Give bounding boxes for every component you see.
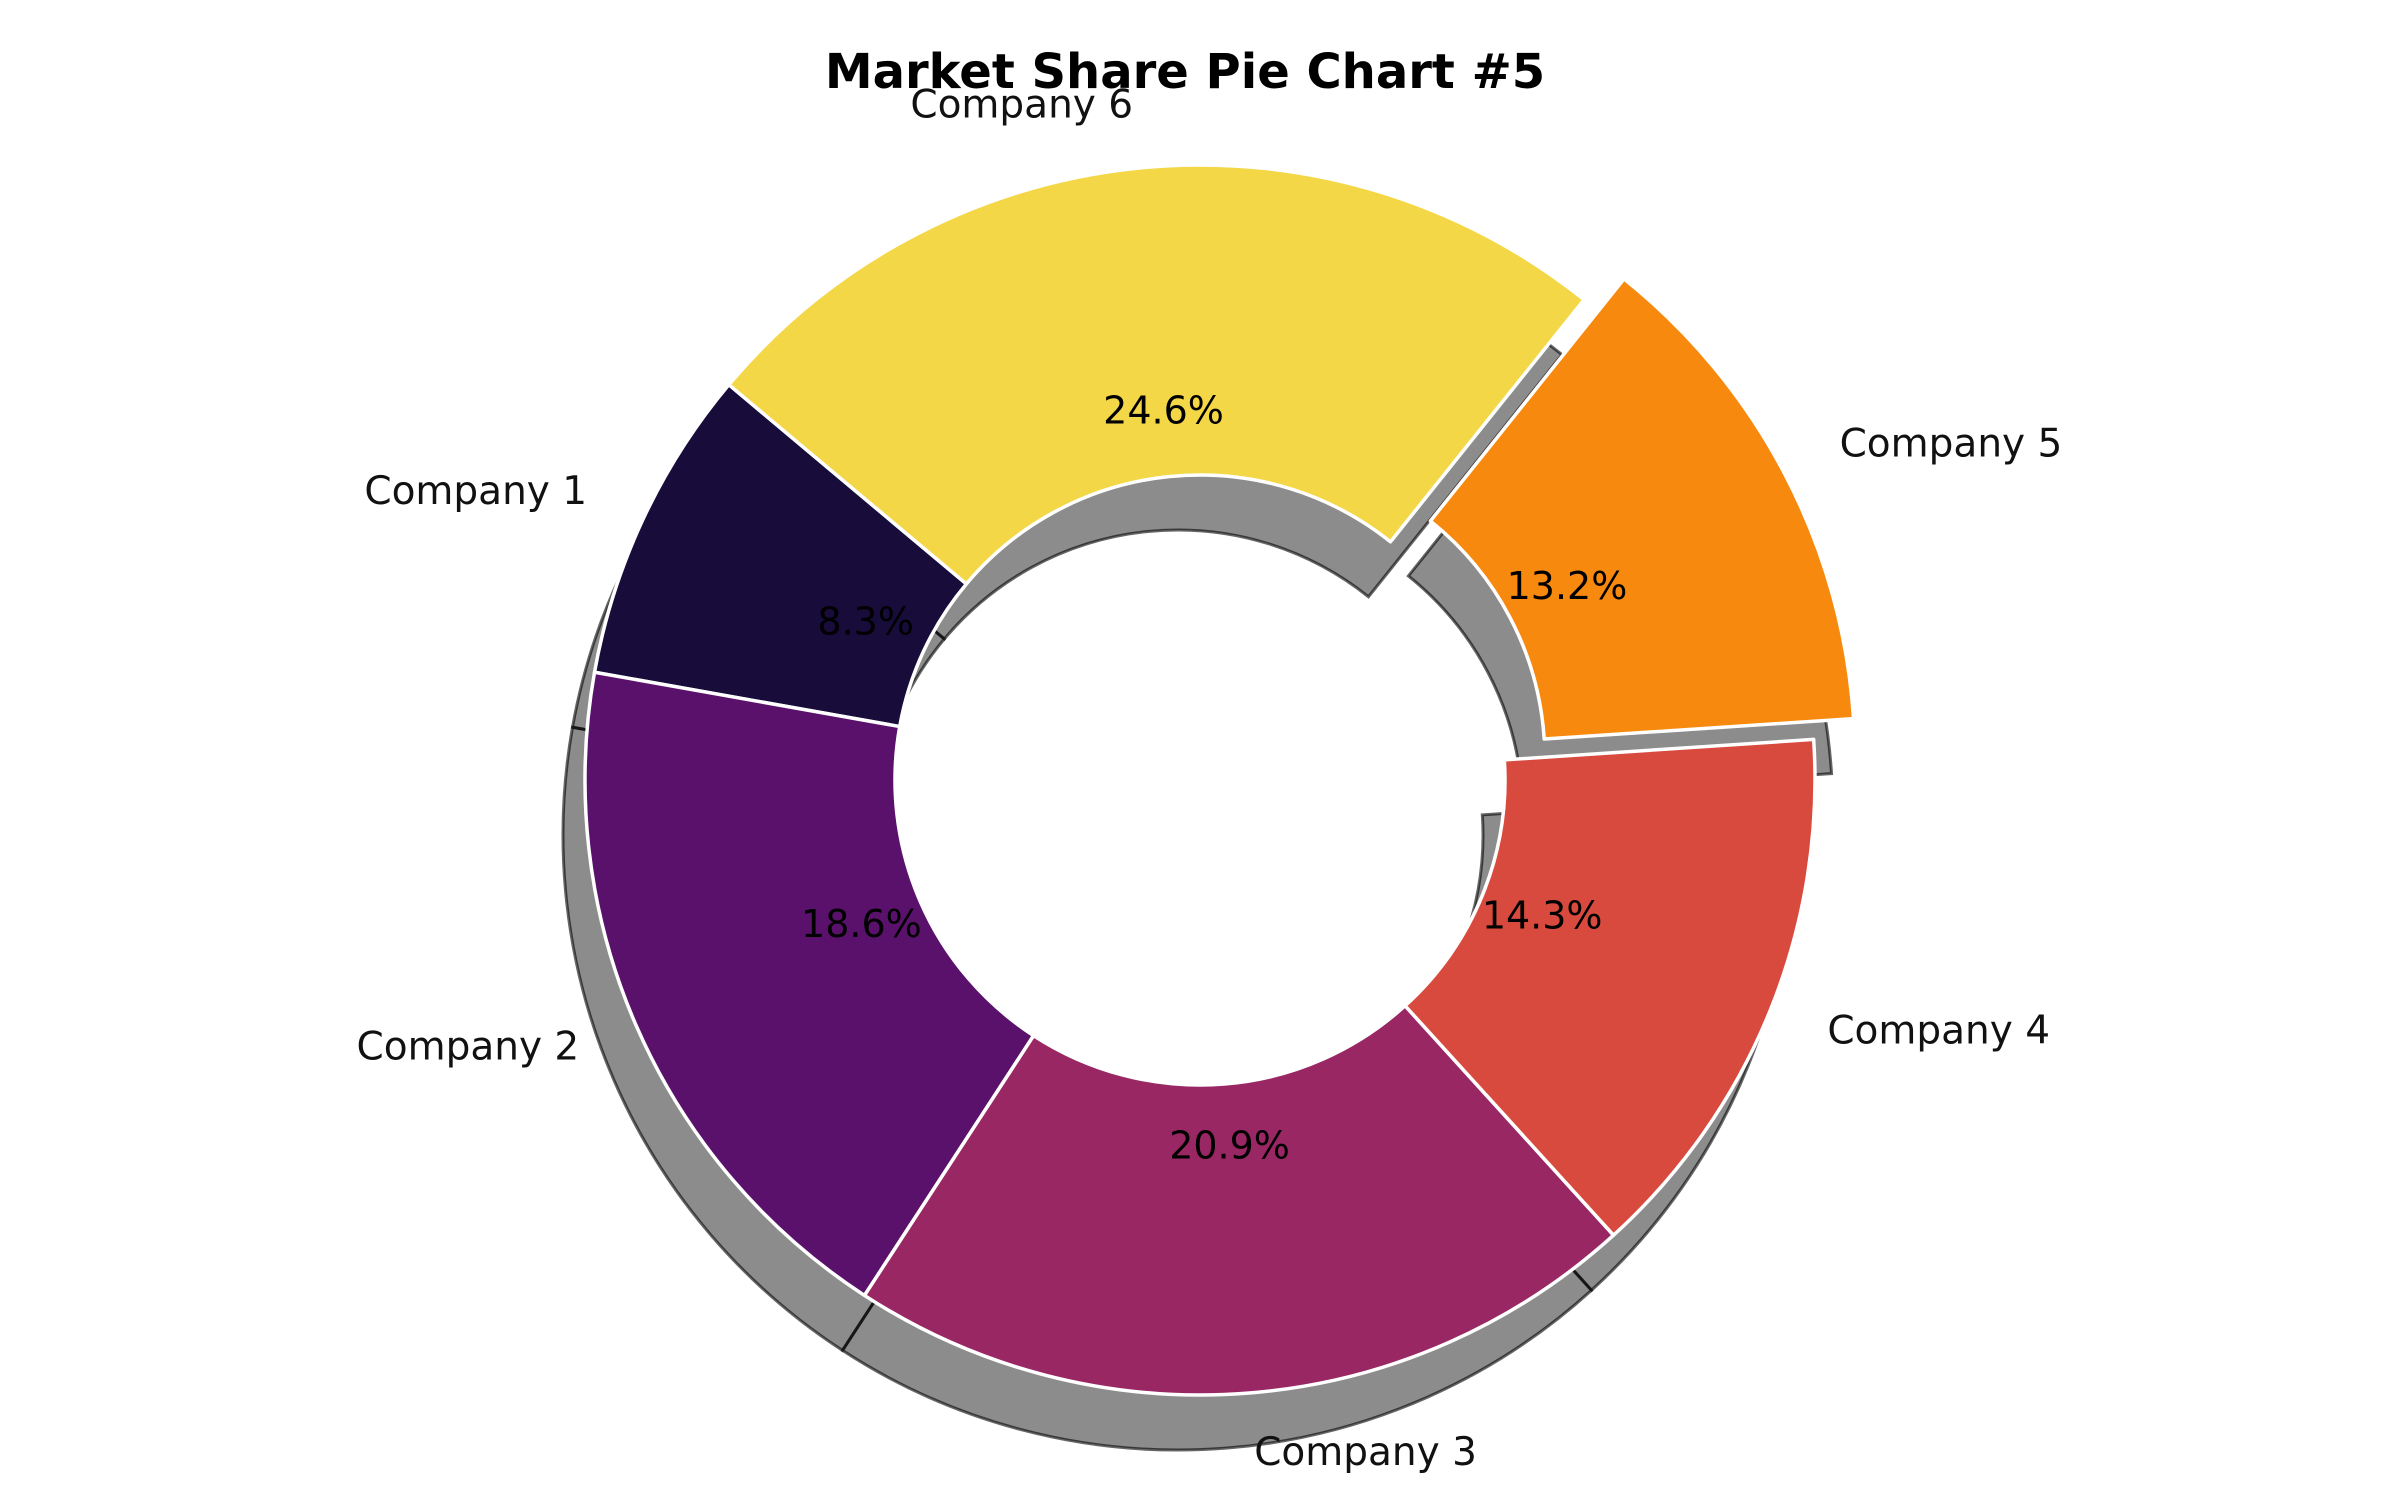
company-4-percent-label: 14.3% — [1482, 894, 1603, 938]
company-4-wedge — [1403, 737, 1817, 1237]
company-2-wedge — [583, 670, 1036, 1298]
company-4-label: Company 4 — [1827, 1009, 2050, 1054]
company-2-label: Company 2 — [356, 1024, 579, 1069]
chart-title: Market Share Pie Chart #5 — [825, 44, 1545, 100]
company-2-percent-label: 18.6% — [801, 902, 922, 946]
company-1-percent-label: 8.3% — [817, 599, 914, 643]
slice-labels: Company 1 8.3% Company 2 18.6% Company 3 20.9… — [356, 82, 2062, 1475]
company-6-percent-label: 24.6% — [1103, 388, 1224, 432]
company-1-label: Company 1 — [364, 469, 587, 514]
company-5-wedge — [1428, 277, 1856, 741]
donut-wedges — [583, 163, 1856, 1397]
company-3-percent-label: 20.9% — [1169, 1123, 1290, 1167]
company-5-label: Company 5 — [1840, 422, 2063, 467]
company-3-wedge — [862, 1004, 1616, 1397]
company-6-label: Company 6 — [910, 82, 1133, 127]
company-6-wedge — [727, 163, 1586, 586]
company-1-wedge — [592, 382, 969, 729]
company-5-percent-label: 13.2% — [1507, 564, 1628, 608]
company-3-label: Company 3 — [1254, 1430, 1477, 1475]
